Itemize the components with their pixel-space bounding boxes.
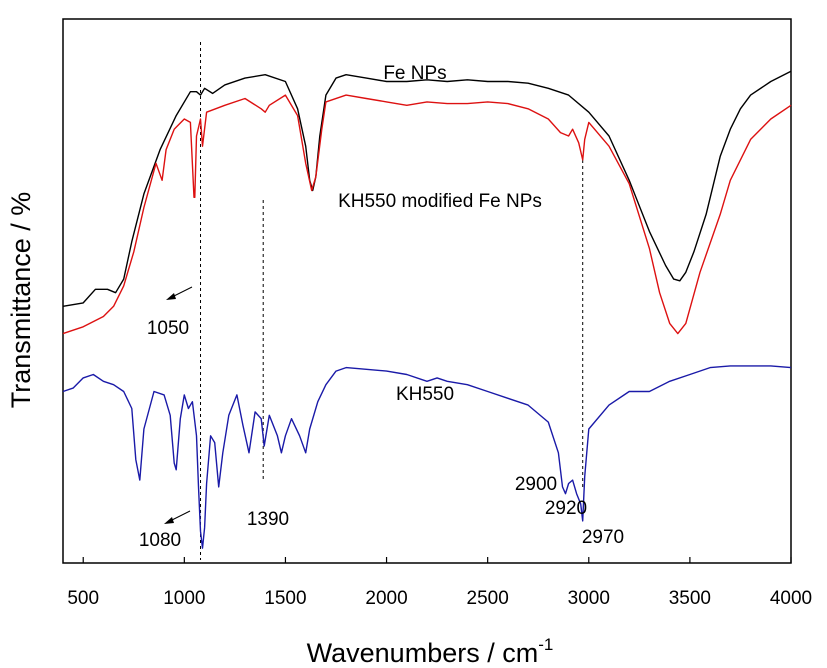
series-line-kh550-modified-fe-nps	[62, 94, 792, 335]
annotation-1390: 1390	[247, 509, 289, 530]
x-tick-label: 2000	[365, 588, 407, 609]
annotation-2920: 2920	[545, 498, 587, 519]
x-tick-label: 3500	[669, 588, 711, 609]
series-label-fe-nps: Fe NPs	[383, 63, 446, 84]
x-axis-title-main: Wavenumbers / cm	[307, 638, 539, 668]
x-tick-label: 1000	[163, 588, 205, 609]
x-tick-label: 500	[67, 588, 99, 609]
series-label-kh550: KH550	[396, 384, 454, 405]
plot-frame	[62, 18, 792, 564]
series-label-kh550-modified: KH550 modified Fe NPs	[338, 191, 542, 212]
series-line-fe-nps	[62, 70, 792, 307]
x-tick-label: 3000	[568, 588, 610, 609]
series-line-kh550	[62, 365, 792, 549]
arrow-1080	[164, 510, 191, 524]
x-tick-label: 4000	[770, 588, 812, 609]
annotation-2900: 2900	[515, 474, 557, 495]
annotation-2970: 2970	[582, 527, 624, 548]
annotation-1080: 1080	[139, 530, 181, 551]
y-axis-title: Transmittance / %	[6, 192, 36, 409]
x-axis-title-superscript: -1	[538, 635, 553, 654]
arrow-1050	[166, 286, 193, 300]
x-tick-label: 2500	[467, 588, 509, 609]
x-tick-label: 1500	[264, 588, 306, 609]
x-axis-title: Wavenumbers / cm-1	[307, 635, 554, 668]
annotation-1050: 1050	[147, 318, 189, 339]
